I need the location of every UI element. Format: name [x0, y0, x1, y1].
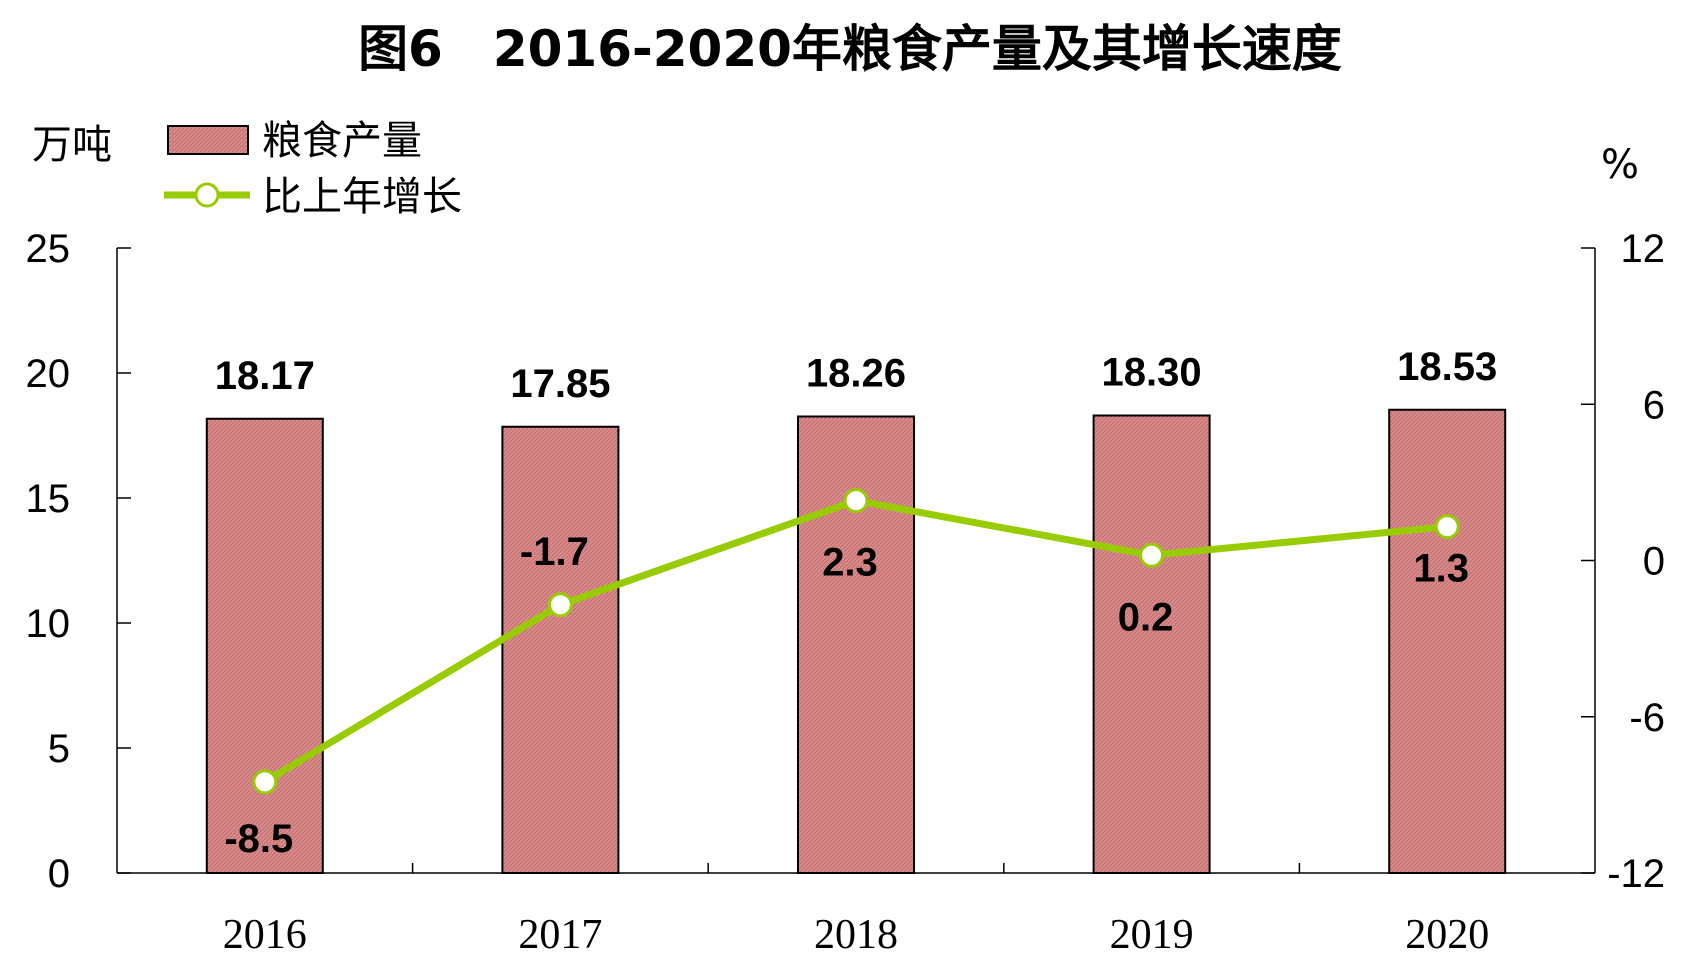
y-left-tick-label: 10	[26, 602, 71, 646]
growth-point	[252, 769, 278, 795]
y-right-tick-label: -6	[1629, 696, 1665, 740]
growth-point	[1434, 514, 1460, 540]
bar	[1092, 414, 1211, 874]
bar	[205, 417, 324, 874]
bar-value-label: 18.26	[806, 352, 906, 396]
y-right-tick-label: -12	[1607, 852, 1665, 896]
y-right-tick-label: 0	[1643, 540, 1665, 584]
bar-value-label: 17.85	[510, 362, 610, 406]
growth-point	[547, 592, 573, 618]
line-value-label: -8.5	[224, 817, 293, 861]
bar-series	[205, 408, 1507, 874]
x-tick-label: 2018	[814, 912, 898, 958]
line-value-label: 0.2	[1118, 595, 1174, 639]
y-left-tick-label: 25	[26, 227, 71, 271]
y-right-unit: %	[1601, 142, 1639, 188]
line-value-label: 1.3	[1413, 547, 1469, 591]
chart-title: 图6 2016-2020年粮食产量及其增长速度	[358, 20, 1342, 78]
growth-point	[843, 488, 869, 514]
data-labels: 18.17 17.85 18.26 18.30 18.53 -8.5 -1.7 2.3 0.2 1…	[215, 345, 1498, 861]
x-tick-label: 2017	[518, 912, 602, 958]
y-right-tick-label: 6	[1643, 383, 1665, 427]
bar	[797, 415, 915, 874]
bar	[501, 425, 620, 874]
bar-value-label: 18.53	[1397, 345, 1497, 389]
growth-point	[1139, 542, 1165, 568]
legend-line-marker	[194, 182, 220, 208]
x-tick-label: 2020	[1405, 912, 1489, 958]
legend-line-label: 比上年增长	[262, 174, 462, 220]
axes: 0 5 10 15 20 25 -12 -6 0 6 12 2016 2017 2018 2019 2020	[26, 227, 1666, 958]
line-value-label: 2.3	[822, 541, 878, 585]
x-tick-label: 2019	[1110, 912, 1194, 958]
legend: 粮食产量 比上年增长	[164, 118, 462, 220]
y-left-unit: 万吨	[32, 122, 112, 168]
line-series	[252, 488, 1460, 795]
bar	[1388, 408, 1507, 874]
line-value-label: -1.7	[520, 530, 589, 574]
bar-value-label: 18.30	[1102, 351, 1202, 395]
x-tick-label: 2016	[223, 912, 307, 958]
y-left-tick-label: 15	[26, 477, 71, 521]
legend-bar-swatch	[167, 125, 249, 155]
y-right-tick-label: 12	[1621, 227, 1666, 271]
y-left-tick-label: 5	[48, 727, 70, 771]
y-left-tick-label: 20	[26, 352, 71, 396]
bar-value-label: 18.17	[215, 354, 315, 398]
legend-bar-label: 粮食产量	[262, 118, 422, 164]
y-left-tick-label: 0	[48, 852, 70, 896]
